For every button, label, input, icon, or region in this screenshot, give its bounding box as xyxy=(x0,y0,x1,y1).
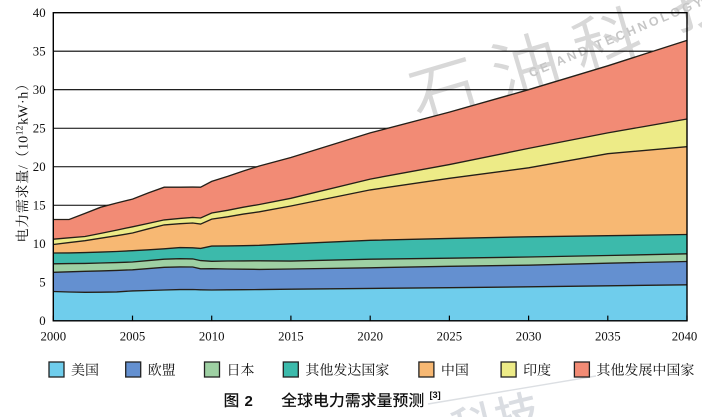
svg-text:5: 5 xyxy=(39,276,45,290)
svg-text:25: 25 xyxy=(33,122,46,136)
svg-text:12: 12 xyxy=(15,125,26,135)
svg-text:10: 10 xyxy=(33,237,46,251)
svg-text:h: h xyxy=(16,92,31,99)
svg-text:/: / xyxy=(16,165,31,169)
svg-text:2015: 2015 xyxy=(278,330,304,344)
svg-text:2040: 2040 xyxy=(672,330,698,344)
svg-text:30: 30 xyxy=(33,83,46,97)
svg-text:40: 40 xyxy=(33,6,46,20)
svg-text:2: 2 xyxy=(245,393,253,410)
svg-text:2020: 2020 xyxy=(357,330,383,344)
svg-text:2000: 2000 xyxy=(41,330,67,344)
svg-text:2035: 2035 xyxy=(595,330,621,344)
svg-text:[3]: [3] xyxy=(430,390,441,400)
svg-text:2030: 2030 xyxy=(516,330,542,344)
svg-text:2025: 2025 xyxy=(437,330,463,344)
svg-text:20: 20 xyxy=(33,160,46,174)
svg-text:2010: 2010 xyxy=(199,330,225,344)
svg-text:0: 0 xyxy=(39,314,45,328)
svg-text:2005: 2005 xyxy=(120,330,146,344)
svg-text:10: 10 xyxy=(16,136,31,150)
svg-text:15: 15 xyxy=(33,199,46,213)
svg-text:kW: kW xyxy=(16,104,31,125)
svg-text:·: · xyxy=(16,99,31,104)
svg-text:35: 35 xyxy=(33,45,46,59)
